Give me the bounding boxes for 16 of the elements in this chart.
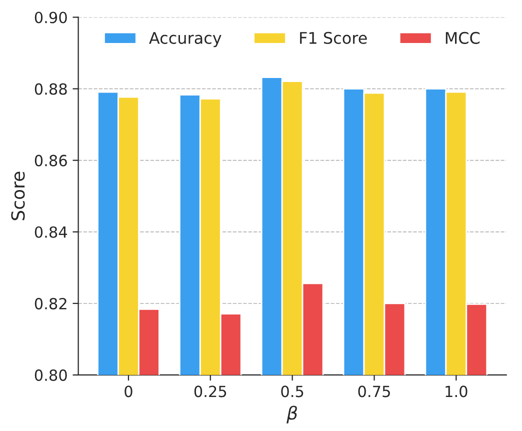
- y-tick-label: 0.88: [34, 83, 67, 95]
- y-tick-label: 0.82: [34, 298, 66, 310]
- y-tick-label: 0.80: [34, 369, 67, 381]
- y-tick-label: 0.86: [34, 154, 67, 166]
- x-axis-title: β: [286, 406, 297, 424]
- x-tick-label: 0.75: [358, 386, 390, 398]
- legend-label: F1 Score: [300, 32, 367, 44]
- x-tick-label: 0: [124, 386, 132, 398]
- x-tick-label: 1.0: [446, 386, 468, 398]
- y-tick-label: 0.90: [34, 12, 67, 24]
- y-tick-label: 0.84: [34, 226, 68, 238]
- legend-label: MCC: [446, 32, 480, 44]
- x-tick-label: 0.5: [281, 386, 304, 398]
- x-tick-label: 0.25: [194, 386, 226, 398]
- legend-label: Accuracy: [149, 32, 222, 48]
- y-axis-title: Score: [11, 172, 25, 220]
